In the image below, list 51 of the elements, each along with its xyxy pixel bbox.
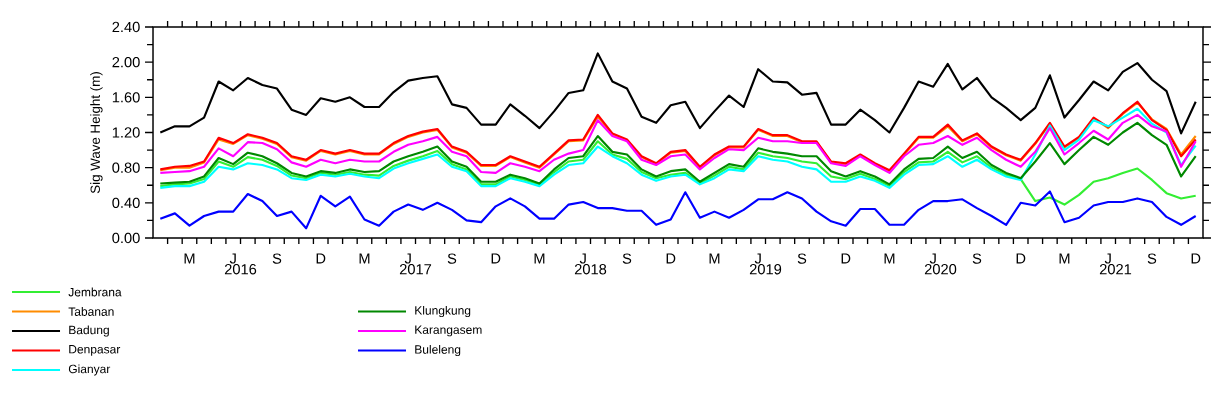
line-series: [159, 113, 1197, 174]
legend-label: Buleleng: [415, 344, 461, 357]
line-series: [159, 107, 1197, 189]
line-series: [159, 140, 1197, 206]
x-tick-label: J: [404, 253, 411, 264]
legend-label: Klungkung: [415, 305, 471, 318]
x-tick-label: J: [229, 253, 236, 264]
y-tick-label: 1.20: [112, 127, 140, 138]
x-tick-label: M: [709, 253, 720, 264]
x-tick-label: J: [929, 253, 936, 264]
x-tick-label: M: [534, 253, 545, 264]
legend-label: Karangasem: [415, 325, 482, 337]
x2-tick-label: 2018: [574, 264, 607, 275]
y-tick-label: 2.40: [112, 21, 140, 33]
x2-tick-label: 2019: [749, 264, 782, 275]
y-tick-label: 0.80: [112, 162, 140, 173]
legend-label: Tabanan: [68, 307, 114, 316]
x-tick-label: S: [972, 253, 982, 264]
legend-label: Gianyar: [68, 364, 111, 376]
x-tick-label: S: [447, 253, 457, 264]
legend-label: Denpasar: [69, 345, 121, 356]
x-tick-label: D: [1016, 253, 1026, 264]
x-tick-label: D: [316, 253, 326, 264]
x-tick-label: D: [666, 253, 676, 264]
x-tick-label: M: [884, 253, 895, 264]
line-series: [159, 190, 1197, 230]
x2-tick-label: 2021: [1099, 264, 1132, 275]
x-tick-label: D: [491, 253, 501, 264]
x-tick-label: D: [1191, 253, 1201, 264]
legend-label: Badung: [69, 325, 109, 337]
x-tick-label: J: [579, 253, 586, 264]
x-tick-label: M: [359, 253, 370, 264]
x-tick-label: S: [272, 253, 282, 264]
x-tick-label: S: [622, 253, 632, 264]
x-tick-label: D: [841, 253, 851, 264]
x-tick-label: M: [1059, 253, 1070, 264]
y-tick-label: 0.00: [112, 232, 140, 244]
y-tick-label: 0.40: [112, 197, 140, 209]
x-tick-label: J: [1104, 253, 1111, 264]
x-tick-label: J: [754, 253, 761, 264]
x-tick-label: S: [797, 253, 807, 264]
x-tick-label: M: [184, 253, 195, 264]
y-tick-label: 1.60: [112, 92, 140, 103]
line-series: [159, 52, 1197, 135]
x2-tick-label: 2020: [924, 264, 957, 275]
x2-tick-label: 2016: [224, 264, 257, 275]
legend-label: Jembrana: [68, 287, 122, 297]
y-axis-title: Sig Wave Height (m): [90, 72, 103, 194]
y-tick-label: 2.00: [112, 56, 140, 68]
x2-tick-label: 2017: [399, 264, 432, 275]
x-tick-label: S: [1147, 253, 1157, 264]
